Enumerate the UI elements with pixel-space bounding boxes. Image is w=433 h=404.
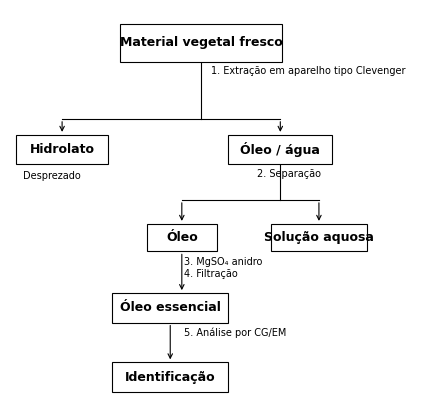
Text: 1. Extração em aparelho tipo Clevenger: 1. Extração em aparelho tipo Clevenger bbox=[211, 66, 405, 76]
FancyBboxPatch shape bbox=[120, 24, 282, 61]
FancyBboxPatch shape bbox=[112, 362, 228, 392]
FancyBboxPatch shape bbox=[16, 135, 108, 164]
Text: 3. MgSO₄ anidro
4. Filtração: 3. MgSO₄ anidro 4. Filtração bbox=[184, 257, 262, 279]
Text: Identificação: Identificação bbox=[125, 370, 216, 383]
FancyBboxPatch shape bbox=[228, 135, 333, 164]
FancyBboxPatch shape bbox=[112, 293, 228, 323]
Text: Material vegetal fresco: Material vegetal fresco bbox=[120, 36, 282, 49]
Text: 5. Análise por CG/EM: 5. Análise por CG/EM bbox=[184, 327, 286, 338]
FancyBboxPatch shape bbox=[271, 224, 367, 251]
Text: Óleo essencial: Óleo essencial bbox=[120, 301, 221, 314]
FancyBboxPatch shape bbox=[147, 224, 216, 251]
Text: Solução aquosa: Solução aquosa bbox=[264, 231, 374, 244]
Text: Óleo: Óleo bbox=[166, 231, 198, 244]
Text: 2. Separação: 2. Separação bbox=[257, 169, 321, 179]
Text: Óleo / água: Óleo / água bbox=[240, 142, 320, 157]
Text: Desprezado: Desprezado bbox=[23, 171, 81, 181]
Text: Hidrolato: Hidrolato bbox=[29, 143, 94, 156]
